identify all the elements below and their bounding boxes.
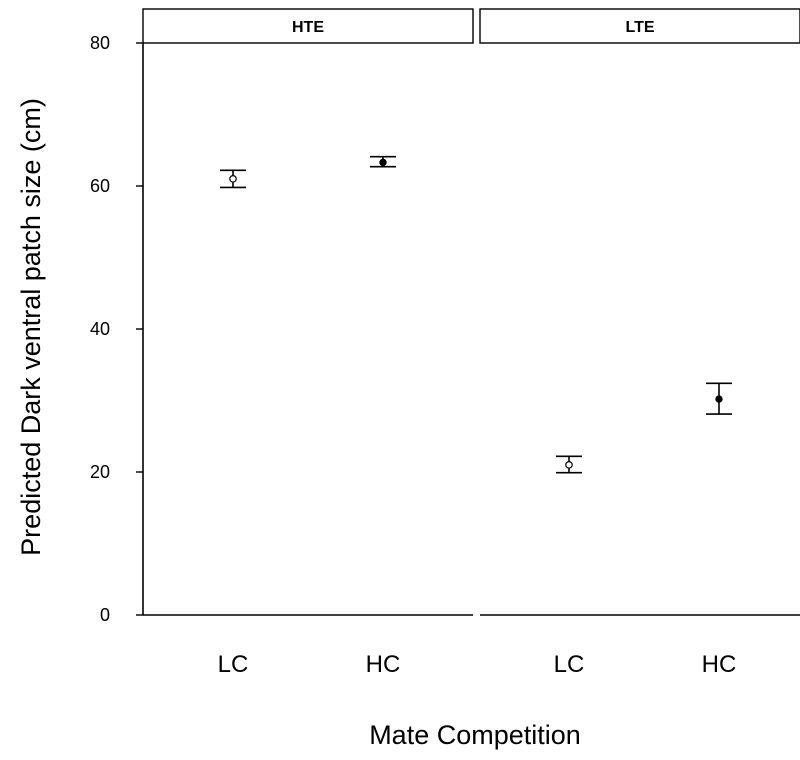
x-tick-label: LC	[218, 651, 249, 678]
data-point-open	[229, 175, 237, 183]
facet-strip-label: HTE	[292, 19, 324, 36]
y-tick-label: 80	[90, 33, 110, 53]
y-tick-label: 20	[90, 462, 110, 482]
y-tick-label: 60	[90, 176, 110, 196]
facet-strip	[479, 8, 800, 44]
facet-strip	[142, 8, 474, 44]
plot-area: 0 20 40 60 80 HTE LC HC LTE LC HC	[90, 8, 800, 678]
data-point-filled	[379, 158, 387, 167]
x-tick-label: HC	[366, 651, 401, 678]
y-tick-label: 0	[100, 605, 110, 625]
x-axis-title: Mate Competition	[369, 720, 581, 750]
y-tick-label: 40	[90, 319, 110, 339]
x-tick-label: HC	[702, 651, 737, 678]
data-point-open	[565, 461, 573, 469]
y-axis-title: Predicted Dark ventral patch size (cm)	[16, 98, 46, 556]
x-tick-label: LC	[554, 651, 585, 678]
data-point-filled	[715, 395, 723, 403]
facet-strip-label: LTE	[625, 19, 654, 36]
